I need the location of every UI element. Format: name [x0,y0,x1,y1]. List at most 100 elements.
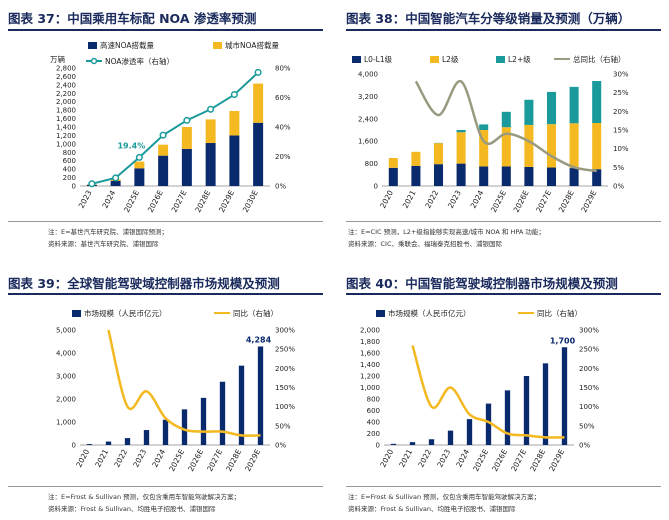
y2-tick-label: 100% [579,403,599,411]
y-tick-label: 3,000 [56,373,76,381]
legend-swatch [376,310,385,317]
y2-tick-label: 0% [579,442,590,450]
y2-tick-label: 60% [275,94,291,102]
bar [456,130,466,133]
x-tick-label: 2026E [512,188,531,213]
bar [592,123,602,170]
data-annotation: 1,700 [550,336,576,345]
x-tick-label: 2020 [74,448,91,469]
chart-38-title-rule [346,29,661,31]
x-tick-label: 2023 [446,189,463,210]
y-tick-label: 5,000 [56,327,76,335]
x-tick-label: 2025E [489,188,508,213]
y-tick-label: 600 [367,407,380,415]
y-tick-label: 0 [376,442,380,450]
bar [257,346,264,445]
legend-swatch [213,42,222,49]
bar [158,155,169,186]
bar [205,119,216,144]
y2-tick-label: 300% [275,327,295,335]
y-tick-label: 1,400 [360,361,380,369]
y-tick-label: 1,600 [358,138,378,146]
bar [390,443,397,445]
bar [219,381,226,445]
bar [546,167,557,186]
y2-tick-label: 80% [275,65,291,73]
bar [411,151,421,166]
bar [504,390,511,445]
x-tick-label: 2030E [241,188,260,213]
y-tick-label: 2,600 [56,73,76,81]
bar [447,430,454,445]
y2-tick-label: 50% [579,422,595,430]
bar [428,439,435,445]
series-line [91,71,259,185]
bar [229,110,240,136]
y2-tick-label: 0% [275,183,286,191]
x-tick-label: 2022 [416,448,433,469]
bar [134,161,145,169]
x-tick-label: 2022 [112,448,129,469]
x-tick-label: 2029E [547,447,566,472]
bar [485,403,492,445]
bar [569,168,579,186]
legend-label: 同比（右轴） [233,308,278,318]
bar [105,441,112,445]
bar [523,376,530,445]
y-tick-label: 400 [367,419,380,427]
bar [158,144,169,156]
y2-tick-label: 25% [613,89,629,97]
chart-40-title: 图表 40：中国智能驾驶域控制器市场规模及预测 [346,276,618,291]
y-tick-label: 1,600 [56,115,76,123]
legend-label: 总同比（右轴） [573,54,626,64]
y-tick-label: 1,800 [56,107,76,115]
x-tick-label: 2027E [170,188,189,213]
y-tick-label: 4,000 [56,350,76,358]
y2-tick-label: 200% [579,365,599,373]
x-tick-label: 2023 [435,448,452,469]
y2-tick-label: 100% [275,403,295,411]
x-tick-label: 2025E [167,447,186,472]
bar [110,180,121,186]
bar [253,83,264,123]
bar [561,347,568,445]
line-point [135,153,143,161]
y-tick-label: 2,000 [360,327,380,335]
y2-tick-label: 300% [579,327,599,335]
bar [501,166,511,186]
x-tick-label: 2027E [534,188,553,213]
y-tick-label: 1,400 [56,124,76,132]
legend-label: L2级 [442,54,459,64]
y-tick-label: 2,000 [56,98,76,106]
bar [524,124,534,167]
y-tick-label: 0 [72,442,76,450]
chart-37-note: 注：E=基世汽车研究院、浦银国际预测； [48,228,169,236]
y-tick-label: 1,000 [56,140,76,148]
bar [479,166,489,186]
x-tick-label: 2020 [378,189,395,210]
bar [253,122,264,186]
legend-swatch [72,310,81,317]
y-tick-label: 2,200 [56,90,76,98]
chart-40-title-rule [346,293,661,295]
unit-label: 万辆 [50,54,65,64]
x-tick-label: 2028E [193,188,212,213]
bar [238,365,245,445]
bar [479,130,489,167]
legend-label: L2+级 [508,54,531,64]
bar [466,419,473,445]
legend-label: 市场规模（人民币亿元） [388,308,471,318]
series-line [411,344,565,439]
chart-38-bottom-rule [346,221,661,222]
y-tick-label: 2,400 [358,115,378,123]
bar [229,135,240,186]
y2-tick-label: 0% [275,442,286,450]
legend-label: 高速NOA搭载量 [100,40,155,50]
bar [134,168,145,186]
bar [456,163,466,186]
line-point [207,105,215,113]
x-tick-label: 2021 [401,189,418,210]
bar [569,123,579,169]
y2-tick-label: 150% [275,384,295,392]
y2-tick-label: 20% [613,108,629,116]
